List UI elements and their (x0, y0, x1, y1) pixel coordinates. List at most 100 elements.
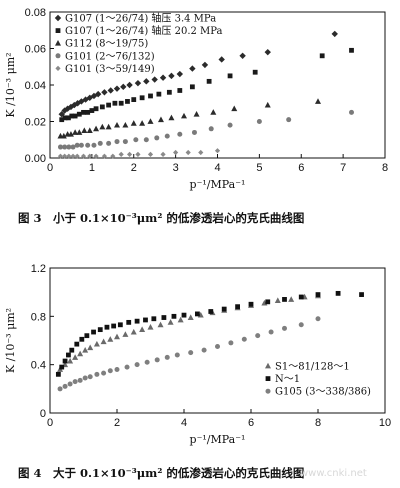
data-point (76, 129, 83, 135)
y-tick-label: 0 (40, 408, 46, 420)
y-tick-label: 0.00 (25, 153, 46, 165)
data-point (81, 109, 86, 115)
series-3 (57, 316, 321, 392)
data-point (72, 129, 79, 135)
data-point (214, 148, 221, 154)
data-point (117, 322, 123, 328)
data-point (181, 312, 187, 318)
data-point (97, 327, 103, 333)
data-point (107, 368, 113, 374)
series-2 (59, 47, 354, 123)
data-point (157, 321, 164, 328)
data-point (198, 149, 204, 156)
data-point (239, 52, 246, 59)
data-point (93, 125, 100, 132)
data-point (147, 151, 154, 157)
data-point (181, 112, 187, 119)
data-point (122, 121, 129, 128)
data-point (208, 126, 214, 132)
data-point (60, 132, 67, 139)
legend-marker (55, 28, 61, 33)
x-tick-label: 2 (114, 417, 120, 429)
data-point (298, 294, 304, 300)
series-3 (57, 98, 321, 139)
data-point (85, 142, 91, 148)
data-point (87, 344, 94, 351)
data-point (176, 70, 184, 78)
data-point (122, 139, 128, 145)
data-point (74, 153, 80, 159)
x-tick-label: 6 (248, 417, 254, 429)
data-point (147, 324, 154, 330)
y-tick-label: 0.02 (25, 117, 46, 129)
x-tick-label: 5 (256, 162, 262, 174)
x-tick-label: 0 (47, 417, 53, 429)
data-point (139, 120, 146, 126)
x-tick-label: 2 (131, 162, 137, 174)
data-point (59, 364, 65, 370)
series-2 (55, 290, 364, 377)
data-point (57, 153, 64, 159)
data-point (72, 354, 79, 360)
data-point (77, 350, 84, 357)
data-point (221, 306, 227, 312)
data-point (210, 109, 217, 115)
data-point (143, 137, 149, 143)
data-point (72, 113, 78, 119)
data-point (82, 375, 88, 381)
data-point (86, 94, 93, 101)
data-point (349, 109, 354, 115)
data-point (82, 346, 89, 353)
data-point (67, 103, 75, 111)
data-point (57, 144, 63, 150)
y-axis-label: K /10⁻³ μm² (4, 308, 17, 373)
data-point (77, 377, 83, 383)
data-point (93, 340, 100, 347)
data-point (70, 153, 76, 159)
data-point (144, 359, 150, 365)
data-point (89, 108, 95, 113)
data-point (248, 301, 254, 307)
data-point (139, 326, 146, 333)
legend-entry: G101 (2～76/132) (65, 51, 155, 62)
data-point (166, 89, 172, 95)
x-tick-label: 8 (382, 162, 388, 174)
legend: S1～81/128～1N～1 G105 (3～338/386) (265, 362, 371, 398)
data-point (114, 121, 120, 128)
data-point (62, 383, 68, 389)
data-point (134, 318, 140, 324)
data-point (359, 292, 364, 297)
data-point (171, 313, 177, 319)
data-point (201, 347, 207, 353)
data-point (114, 367, 120, 372)
data-point (118, 100, 124, 106)
data-point (93, 106, 99, 112)
data-point (143, 78, 150, 85)
data-point (331, 30, 338, 38)
data-point (100, 338, 107, 345)
data-point (133, 137, 139, 143)
data-point (78, 98, 85, 105)
data-point (99, 123, 106, 130)
legend-entry: G107 (1～26/74) 轴压 20.2 MPa (65, 24, 223, 37)
series-1 (57, 292, 321, 372)
data-point (135, 151, 141, 157)
data-point (99, 104, 105, 110)
x-axis-label: p⁻¹/MPa⁻¹ (190, 178, 246, 191)
legend-marker (55, 40, 61, 46)
data-point (122, 331, 129, 337)
data-point (335, 290, 341, 296)
data-point (315, 292, 321, 297)
data-point (264, 101, 271, 108)
data-point (107, 87, 114, 94)
data-point (286, 117, 292, 123)
data-point (78, 142, 84, 148)
data-point (195, 311, 200, 317)
data-point (167, 319, 174, 325)
data-point (268, 329, 274, 335)
legend-marker (55, 65, 61, 71)
chart-1-klinkenberg-low: 0 1 2 3 4 5 6 7 8 0.00 0.02 0.04 0.06 0.08 p⁻¹/MPa⁻¹ K … (4, 7, 388, 191)
data-point (319, 53, 325, 59)
data-point (71, 101, 78, 109)
data-point (218, 56, 225, 63)
